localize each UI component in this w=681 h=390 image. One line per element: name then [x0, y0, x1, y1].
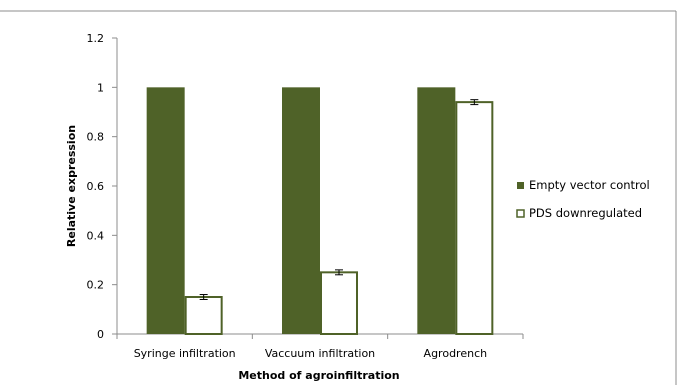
bar-empty-vector-control-syringe-infiltration: [146, 87, 185, 334]
legend-label-empty-vector-control: Empty vector control: [529, 178, 650, 192]
x-axis-title: Method of agroinfiltration: [238, 369, 399, 382]
legend-swatch-empty-vector-control: [517, 182, 524, 189]
bar-pds-downregulated-agrodrench: [455, 101, 494, 335]
bar-empty-vector-control-agrodrench: [417, 87, 456, 334]
bar-empty-vector-control-vaccuum-infiltration: [282, 87, 320, 334]
bars: [146, 87, 494, 336]
x-tick-label-vaccuum-infiltration: Vaccuum infiltration: [265, 347, 375, 360]
legend-swatch-pds-downregulated: [516, 209, 525, 218]
y-tick-label: 0.4: [87, 229, 105, 242]
y-tick-label: 0.8: [87, 131, 105, 144]
y-axis: 0 0.2 0.4 0.6 0.8 1 1.2: [87, 32, 118, 341]
error-bars: [199, 99, 479, 300]
legend: Empty vector control PDS downregulated: [516, 178, 650, 220]
y-tick-label: 0: [97, 328, 104, 341]
x-tick-label-syringe-infiltration: Syringe infiltration: [134, 347, 236, 360]
y-tick-label: 1: [97, 81, 104, 94]
y-tick-label: 0.2: [87, 279, 105, 292]
x-axis: Syringe infiltration Vaccuum infiltration…: [116, 333, 524, 360]
x-tick-label-agrodrench: Agrodrench: [424, 347, 488, 360]
bar-pds-downregulated-syringe-infiltration: [184, 296, 223, 335]
y-axis-title: Relative expression: [65, 125, 78, 247]
bar-pds-downregulated-vaccuum-infiltration: [320, 271, 358, 336]
y-tick-label: 0.6: [87, 180, 105, 193]
legend-label-pds-downregulated: PDS downregulated: [529, 206, 642, 220]
y-tick-label: 1.2: [87, 32, 105, 45]
